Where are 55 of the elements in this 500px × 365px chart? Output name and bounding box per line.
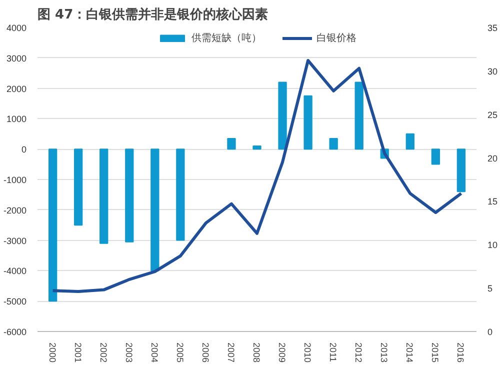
- x-tick-label: 2013: [379, 342, 390, 363]
- x-tick-label: 2001: [72, 342, 83, 363]
- bar: [252, 146, 262, 150]
- legend-label: 白银价格: [316, 32, 356, 45]
- x-tick-label: 2009: [277, 342, 288, 363]
- x-tick-label: 2006: [200, 342, 210, 363]
- x-tick-label: 2007: [226, 342, 236, 363]
- y2-tick-label: 10: [488, 240, 498, 250]
- legend-label: 供需短缺（吨）: [192, 32, 262, 45]
- x-tick-label: 2003: [124, 342, 134, 363]
- line-series: [51, 59, 463, 294]
- y-tick-label: 4000: [6, 23, 27, 33]
- x-tick-label: 2014: [404, 342, 415, 363]
- bar: [150, 148, 160, 272]
- bar: [74, 148, 83, 226]
- y2-tick-label: 5: [488, 284, 493, 294]
- bar: [227, 138, 236, 150]
- bar: [354, 82, 364, 150]
- bar: [48, 148, 58, 302]
- y2-tick-label: 25: [488, 110, 498, 120]
- y-tick-label: 1000: [6, 114, 27, 124]
- bar: [456, 148, 466, 192]
- y-tick-label: 0: [21, 144, 27, 155]
- x-tick-label: 2002: [98, 342, 108, 363]
- bar: [100, 148, 108, 244]
- x-tick-label: 2004: [149, 342, 160, 363]
- bar: [406, 133, 414, 150]
- y-tick-label: -1000: [3, 175, 27, 185]
- bar: [431, 148, 440, 165]
- y-tick-label: -6000: [3, 327, 27, 337]
- x-tick-label: 2000: [47, 342, 58, 363]
- y2-tick-label: 15: [488, 196, 498, 207]
- y-tick-label: 2000: [6, 84, 27, 94]
- bar: [278, 82, 287, 150]
- chart-title: 图 47：白银供需并非是银价的核心因素: [38, 6, 268, 22]
- y2-tick-label: 0: [488, 327, 493, 337]
- bar: [304, 95, 312, 150]
- x-tick-label: 2010: [302, 342, 313, 363]
- x-tick-label: 2011: [328, 342, 338, 362]
- y2-tick-label: 30: [488, 66, 498, 76]
- y-tick-label: 3000: [6, 53, 27, 64]
- x-tick-label: 2012: [354, 342, 364, 363]
- bar: [125, 148, 134, 242]
- y2-tick-label: 20: [488, 153, 498, 164]
- bar: [176, 148, 185, 241]
- y-tick-label: -3000: [3, 236, 27, 246]
- y2-tick-label: 35: [488, 23, 498, 33]
- bar: [329, 138, 338, 150]
- y-tick-label: -4000: [3, 266, 27, 276]
- y-tick-label: -2000: [3, 205, 27, 216]
- x-tick-label: 2005: [174, 342, 185, 363]
- x-tick-label: 2016: [456, 342, 466, 363]
- x-tick-label: 2015: [430, 342, 440, 363]
- y-tick-label: -5000: [3, 296, 27, 307]
- x-tick-label: 2008: [252, 342, 262, 363]
